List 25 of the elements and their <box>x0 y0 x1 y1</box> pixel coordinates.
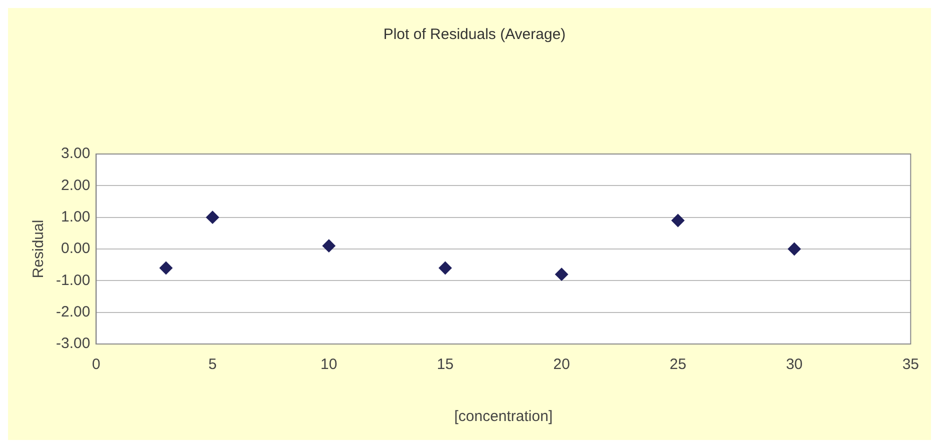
y-tick-label: 0.00 <box>60 240 90 258</box>
point <box>160 262 172 274</box>
x-tick-label: 10 <box>320 356 338 374</box>
x-tick-label: 20 <box>553 356 570 374</box>
x-axis-title: [concentration] <box>454 408 553 426</box>
x-tick-label: 35 <box>902 356 919 374</box>
x-tick-label: 0 <box>92 356 100 374</box>
x-tick-label: 30 <box>786 356 803 374</box>
y-tick-label: -1.00 <box>56 272 90 289</box>
y-tick-label: 2.00 <box>60 176 90 194</box>
y-tick-label: 1.00 <box>60 208 90 226</box>
point <box>671 214 684 227</box>
y-tick-label: 3.00 <box>60 145 90 162</box>
point <box>555 268 568 281</box>
chart-title: Plot of Residuals (Average) <box>383 26 566 44</box>
x-tick-label: 15 <box>436 356 454 374</box>
x-tick-label: 5 <box>208 356 217 374</box>
y-tick-label: -3.00 <box>56 335 90 352</box>
point <box>322 239 336 252</box>
point <box>788 242 801 256</box>
y-tick-label: -2.00 <box>56 303 90 320</box>
point <box>206 210 220 224</box>
x-tick-label: 25 <box>670 356 686 374</box>
y-axis-title: Residual <box>30 220 48 278</box>
point <box>438 262 452 274</box>
